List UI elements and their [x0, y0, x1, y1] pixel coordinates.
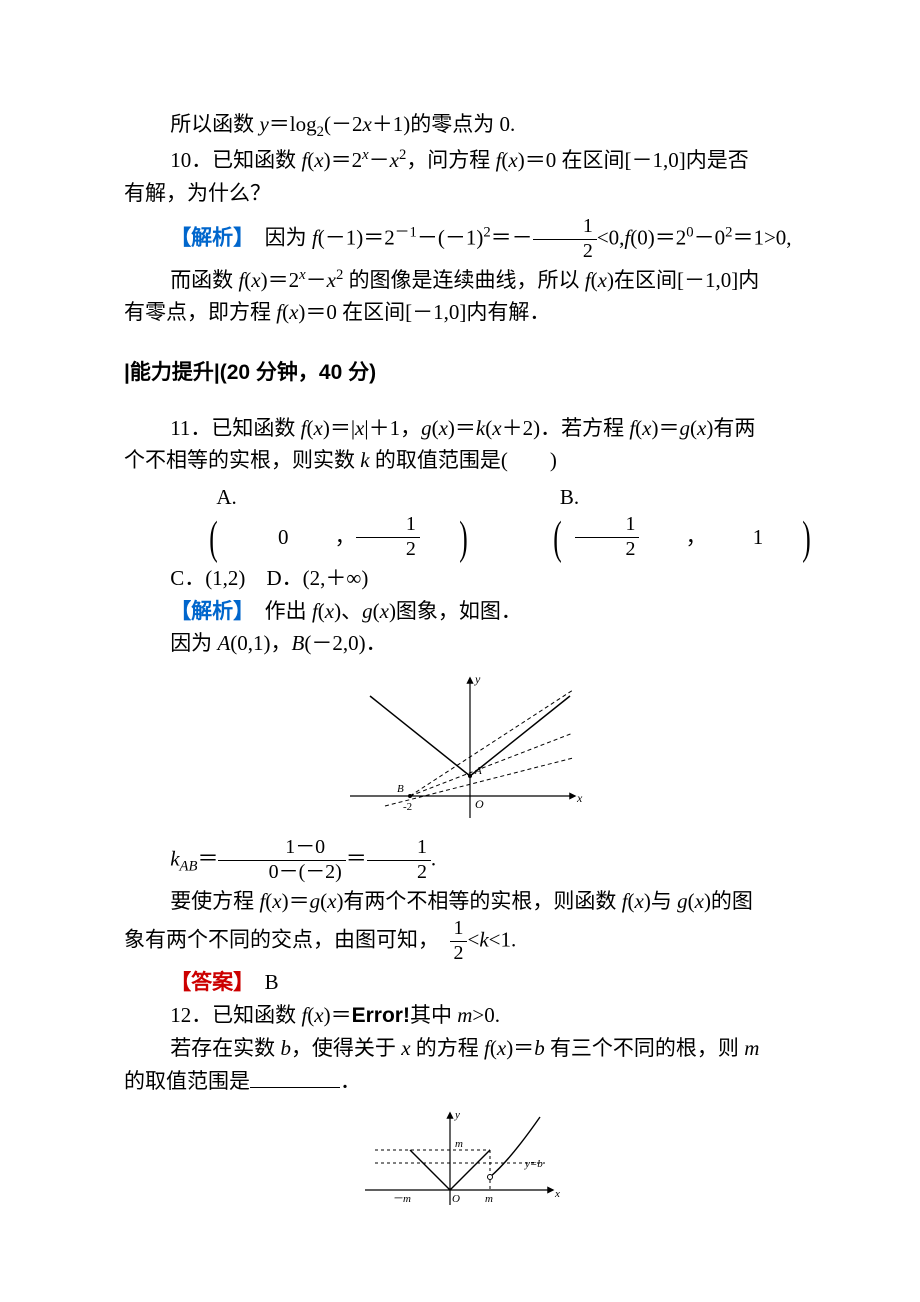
figure-2: y x O m －m m y=b — [124, 1105, 796, 1215]
q10-line1: 10．已知函数 f(x)＝2x－x2，问方程 f(x)＝0 在区间[－1,0]内… — [124, 144, 796, 177]
q11-sol-c: 要使方程 f(x)＝g(x)有两个不相等的实根，则函数 f(x)与 g(x)的图 — [124, 885, 796, 918]
q11-line1: 11．已知函数 f(x)＝|x|＋1，g(x)＝k(x＋2)．若方程 f(x)＝… — [124, 412, 796, 445]
option-d: D．(2,＋∞) — [266, 566, 368, 590]
point-b: B — [397, 783, 404, 795]
figure-1: y x O A B -2 — [124, 668, 796, 828]
frac-half: 12 — [533, 215, 597, 264]
q12-line3: 的取值范围是． — [124, 1065, 796, 1098]
svg-text:－m: －m — [392, 1193, 411, 1205]
q11-options-row1: A.(0，12) B.(12，1) — [124, 481, 796, 562]
svg-text:m: m — [485, 1193, 493, 1205]
option-b: B.(12，1) — [514, 481, 843, 562]
para-log-zero: 所以函数 y＝log2(－2x＋1)的零点为 0. — [124, 108, 796, 144]
q11-sol-a: 【解析】 作出 f(x)、g(x)图象，如图． — [124, 595, 796, 628]
solution-label: 【解析】 — [170, 225, 244, 249]
section-title: |能力提升|(20 分钟，40 分) — [124, 357, 796, 390]
svg-text:x: x — [554, 1188, 560, 1200]
axis-x-label: x — [576, 791, 583, 805]
kab-line: kAB＝1－00－(－2)＝12. — [124, 836, 796, 885]
answer-blank — [250, 1067, 340, 1088]
q11-line2: 个不相等的实根，则实数 k 的取值范围是( ) — [124, 444, 796, 477]
solution-label: 【解析】 — [170, 599, 244, 623]
q11-options-row2: C．(1,2) D．(2,＋∞) — [124, 562, 796, 595]
svg-text:O: O — [452, 1193, 460, 1205]
q11-sol-b: 因为 A(0,1)，B(－2,0)． — [124, 627, 796, 660]
q12-line2: 若存在实数 b，使得关于 x 的方程 f(x)＝b 有三个不同的根，则 m — [124, 1032, 796, 1065]
frac-kab2: 12 — [367, 836, 431, 885]
q10-solution-2: 而函数 f(x)＝2x－x2 的图像是连续曲线，所以 f(x)在区间[－1,0]… — [124, 264, 796, 297]
y-eq-b-label: y=b — [524, 1158, 543, 1170]
q11-answer: 【答案】 B — [124, 966, 796, 999]
frac-kab1: 1－00－(－2) — [218, 836, 345, 885]
q10-solution-1: 【解析】 因为 f(－1)＝2－1－(－1)2＝－12<0,f(0)＝20－02… — [124, 215, 796, 264]
answer-label: 【答案】 — [170, 970, 244, 994]
q12-line1: 12．已知函数 f(x)＝Error!其中 m>0. — [124, 999, 796, 1033]
option-c: C．(1,2) — [170, 566, 245, 590]
origin-label: O — [475, 797, 484, 811]
axis-y-label: y — [474, 672, 481, 686]
tick-minus2: -2 — [403, 801, 412, 813]
q11-sol-d: 象有两个不同的交点，由图可知， 12<k<1. — [124, 917, 796, 966]
point-a: A — [474, 765, 482, 777]
q10-solution-3: 有零点，即方程 f(x)＝0 在区间[－1,0]内有解． — [124, 296, 796, 329]
svg-text:y: y — [454, 1109, 460, 1121]
svg-text:m: m — [455, 1138, 463, 1150]
error-text: Error! — [352, 1004, 410, 1027]
q10-line2: 有解，为什么？ — [124, 177, 796, 210]
option-a: A.(0，12) — [170, 481, 500, 562]
